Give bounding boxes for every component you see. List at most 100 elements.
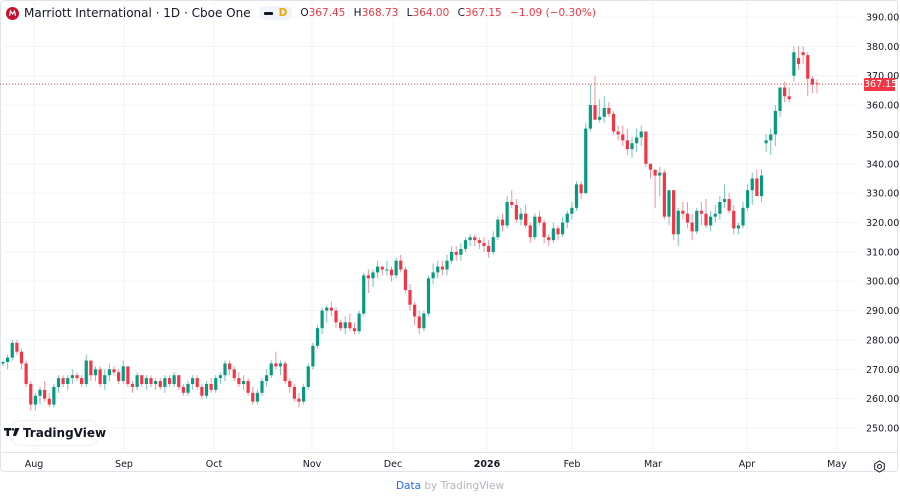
settings-gear-icon[interactable] [873,458,886,473]
candle [135,372,139,390]
candle [611,110,616,135]
candlestick-chart[interactable]: 390.00 380.00 370.00 360.00 350.00 340.00 330.… [0,0,900,472]
candle [667,190,671,226]
candle [639,125,643,147]
x-axis-tick-label: Aug [25,459,44,470]
interval-badge: D [278,7,288,19]
candle [251,386,255,405]
candle [306,363,310,390]
candle [806,52,810,97]
candle [653,169,657,208]
candle [579,181,583,200]
y-axis-tick-label: 310.00 [866,247,899,258]
candle [15,339,19,355]
candle [561,216,565,238]
candle [241,375,246,390]
x-axis-tick-label: Apr [739,459,756,470]
candle [505,196,509,229]
candle [19,348,24,370]
candle [232,366,236,382]
candle [815,79,819,94]
candle [454,246,458,261]
candle [477,237,481,249]
chart-legend-header: Marriott International · 1D · Cboe One D… [6,5,596,21]
y-axis-tick-label: 380.00 [866,42,899,53]
candle [746,184,750,211]
candle [584,122,588,194]
y-axis-tick-label: 340.00 [866,159,899,170]
candle [385,260,389,276]
chart-frame [0,0,898,472]
candle [593,75,597,120]
marriott-logo-icon [6,6,19,20]
candle [510,190,514,208]
candle [274,351,278,370]
market-status-pill[interactable]: D [258,6,293,20]
candle [565,210,569,229]
candle [75,372,79,382]
minus-icon [263,11,273,15]
candle [130,381,135,393]
tradingview-watermark[interactable]: TradingView [3,421,106,445]
y-axis-tick-label: 250.00 [866,424,899,435]
candle [93,366,98,382]
candle [426,275,431,317]
candle [764,134,768,153]
y-axis-tick-label: 260.00 [866,394,899,405]
candle [727,193,731,214]
candle [204,381,209,399]
candle [195,375,199,390]
candle [61,375,65,387]
candle [658,166,662,197]
candle [533,213,537,241]
candle [732,204,736,235]
ohlc-values: O367.45 H368.73 L364.00 C367.15 −1.09 (−… [300,7,596,19]
x-axis-tick-label: Dec [384,459,402,470]
candle [570,201,574,220]
candle [80,375,84,387]
y-axis-tick-label: 360.00 [866,101,899,112]
candle [450,246,454,264]
candle [676,207,680,247]
y-axis-tick-label: 270.00 [866,365,899,376]
candle [755,169,759,197]
candle [186,381,190,396]
y-axis-tick-label: 280.00 [866,335,899,346]
candle [144,375,148,390]
candle [29,381,33,411]
candle [362,272,366,317]
candle [713,204,717,223]
candle [10,339,14,361]
candle [38,386,42,405]
candle [459,243,463,261]
candle [376,260,380,279]
candle [436,260,440,279]
y-axis-tick-label: 330.00 [866,189,899,200]
candle [463,237,468,252]
candle [588,84,592,132]
candle [741,201,745,229]
candle [787,87,791,103]
x-axis-tick-label: Nov [303,459,322,470]
candle [89,360,93,382]
low-label: L [406,7,413,19]
candle [200,384,204,399]
candle [52,384,56,408]
candle [750,172,754,205]
candle [796,46,801,70]
candle [84,354,88,387]
symbol-title[interactable]: Marriott International · 1D · Cboe One [24,6,251,20]
candle [685,201,690,229]
candle [630,137,634,158]
candle [648,163,653,179]
candle [343,316,347,335]
y-axis-tick-label: 320.00 [866,218,899,229]
candle [121,360,125,384]
candle [491,231,495,255]
open-value: 367.45 [308,7,346,19]
candle [329,301,333,317]
candle [621,125,625,147]
data-link[interactable]: Data [395,480,422,492]
candle [172,372,176,387]
candle [431,263,435,285]
